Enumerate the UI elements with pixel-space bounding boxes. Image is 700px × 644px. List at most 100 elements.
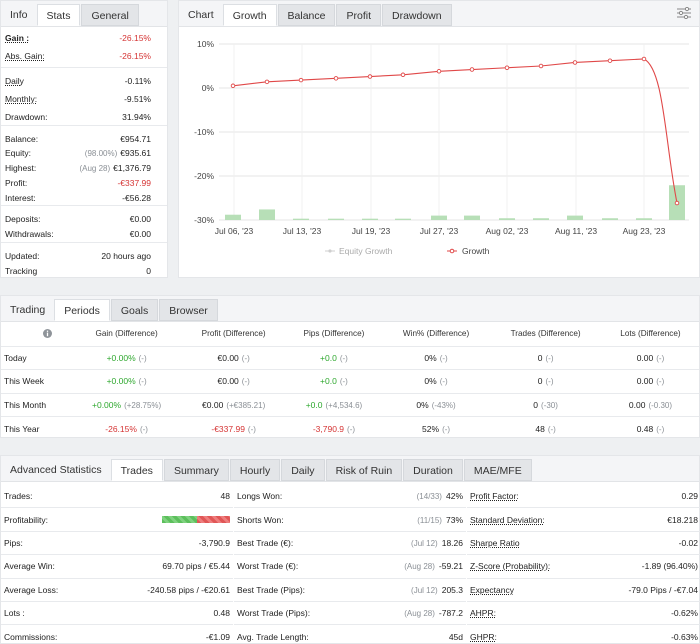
tab-hourly[interactable]: Hourly <box>229 459 281 481</box>
tab-general[interactable]: General <box>81 4 139 26</box>
growth-point[interactable] <box>469 67 475 72</box>
tab-mae-mfe[interactable]: MAE/MFE <box>463 459 532 481</box>
period-cell: 0.00 (-0.30) <box>601 392 699 417</box>
info-row-profit: Profit: -€337.99 <box>5 176 151 190</box>
equity-bar <box>602 218 618 220</box>
growth-point[interactable] <box>641 56 647 62</box>
info-value: €0.00 <box>129 214 151 224</box>
stat-value: 42% <box>445 491 463 502</box>
tab-stats[interactable]: Stats <box>36 4 81 26</box>
info-note: (98.00%) <box>84 149 118 158</box>
stat-label: Expectancy <box>470 584 514 595</box>
tab-daily[interactable]: Daily <box>281 459 325 481</box>
info-label: Interest: <box>5 193 36 203</box>
stat-label: Average Win: <box>4 561 55 572</box>
growth-point[interactable] <box>230 83 236 89</box>
x-tick-label: Aug 23, '23 <box>623 226 666 236</box>
stat-value-group: (Jul 12) 18.26 <box>411 538 463 548</box>
period-difference: (-) <box>138 353 147 363</box>
stat-label: Pips: <box>4 537 23 548</box>
header-trades: Trades (Difference) <box>510 329 581 339</box>
info-value: €1,376.79 <box>113 163 151 173</box>
period-difference: (-) <box>656 424 665 434</box>
growth-point[interactable] <box>400 72 406 78</box>
y-tick-label: 10% <box>197 39 214 49</box>
growth-point[interactable] <box>367 74 373 79</box>
stat-value-group: -1.89 (96.40%) <box>642 561 698 571</box>
period-value: 48 <box>535 423 545 434</box>
tab-goals[interactable]: Goals <box>110 299 159 321</box>
stat-value-group: -0.62% <box>671 608 698 618</box>
tab-risk-of-ruin[interactable]: Risk of Ruin <box>325 459 403 481</box>
tab-trades[interactable]: Trades <box>110 459 163 481</box>
growth-point[interactable] <box>607 58 613 63</box>
info-label: Balance: <box>5 134 39 144</box>
stat-value: -59.21 <box>438 561 463 572</box>
growth-point[interactable] <box>436 69 442 74</box>
stat-row-best-trade-pips: Best Trade (Pips): (Jul 12) 205.3 <box>234 579 466 602</box>
tab-growth[interactable]: Growth <box>222 4 277 26</box>
tab-duration[interactable]: Duration <box>403 459 463 481</box>
equity-bar <box>328 218 344 220</box>
x-tick-label: Jul 19, '23 <box>352 226 391 236</box>
info-row-withdrawals: Withdrawals: €0.00 <box>5 227 151 241</box>
tab-trading[interactable]: Trading <box>10 304 46 316</box>
info-value-group: €0.00 <box>130 214 151 224</box>
info-value-group: -€56.28 <box>122 193 151 203</box>
stat-value-group: (14/33) 42% <box>417 491 463 501</box>
growth-point[interactable] <box>264 79 270 85</box>
periods-tabbar: Trading Periods Goals Browser <box>1 296 699 322</box>
period-cell: -€337.99 (-) <box>182 416 286 440</box>
growth-point[interactable] <box>538 63 544 69</box>
tab-profit[interactable]: Profit <box>336 4 381 26</box>
period-value: €0.00 <box>217 376 239 387</box>
stat-label: Lots : <box>4 608 25 619</box>
period-difference: (-) <box>347 424 356 434</box>
info-note: (Aug 28) <box>79 164 111 173</box>
stat-value: -0.62% <box>671 608 698 619</box>
info-label: Deposits: <box>5 214 41 224</box>
tab-periods[interactable]: Periods <box>54 299 110 321</box>
equity-bar <box>293 218 309 220</box>
x-tick-label: Aug 02, '23 <box>486 226 529 236</box>
period-cell: 0.00 (-) <box>601 345 699 370</box>
growth-point[interactable] <box>298 77 304 83</box>
info-value: -0.11% <box>124 76 151 86</box>
stat-value-group: (Aug 28) -59.21 <box>404 561 463 571</box>
chart-panel: Chart Growth Balance Profit Drawdown 10%… <box>178 0 700 278</box>
info-value-group: -26.15% <box>119 33 151 43</box>
stat-label: Standard Deviation: <box>470 514 545 525</box>
tab-balance[interactable]: Balance <box>277 4 336 26</box>
period-cell: +0.00% (+28.75%) <box>71 392 183 417</box>
period-value: 0.00 <box>628 399 646 410</box>
header-win: Win% (Difference) <box>402 329 470 339</box>
period-difference: (+28.75%) <box>124 400 162 410</box>
stat-label: Shorts Won: <box>237 514 284 525</box>
period-cell: 52% (-) <box>382 416 490 440</box>
periods-table: Gain (Difference) Profit (Difference) Pi… <box>1 322 699 440</box>
legend-growth[interactable]: Growth <box>462 246 490 256</box>
tab-info[interactable]: Info <box>10 9 28 21</box>
tab-drawdown[interactable]: Drawdown <box>382 4 452 26</box>
info-value: -26.15% <box>119 51 151 61</box>
sliders-icon[interactable] <box>677 7 691 19</box>
stat-label: Profitability: <box>4 514 48 525</box>
info-label: Highest: <box>5 163 37 173</box>
period-value: 0 <box>537 376 543 387</box>
legend-equity-growth[interactable]: Equity Growth <box>339 246 393 256</box>
period-difference: (+4,534.6) <box>325 400 363 410</box>
tab-chart[interactable]: Chart <box>188 9 214 21</box>
tab-summary[interactable]: Summary <box>163 459 229 481</box>
tab-advanced-statistics[interactable]: Advanced Statistics <box>10 464 102 476</box>
growth-point[interactable] <box>572 60 578 65</box>
period-cell: 48 (-) <box>489 416 602 440</box>
tab-browser[interactable]: Browser <box>159 299 218 321</box>
growth-point[interactable] <box>504 65 510 71</box>
period-cell: +0.00% (-) <box>71 369 183 393</box>
period-value: +0.0 <box>320 376 337 387</box>
info-icon[interactable] <box>42 329 52 339</box>
growth-point[interactable] <box>333 76 339 81</box>
period-difference: (-) <box>547 424 556 434</box>
growth-point[interactable] <box>674 200 680 206</box>
x-tick-label: Aug 11, '23 <box>555 226 597 236</box>
